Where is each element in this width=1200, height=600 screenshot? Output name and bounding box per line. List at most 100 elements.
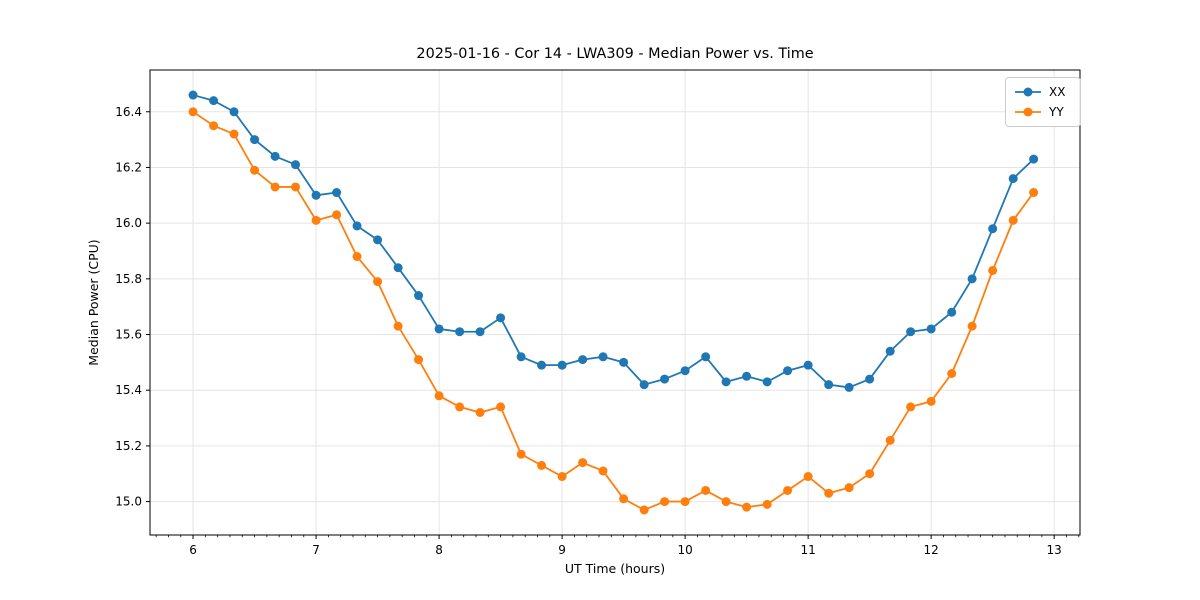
data-point-yy (516, 449, 526, 459)
data-point-yy (619, 494, 629, 504)
data-point-yy (578, 458, 588, 468)
x-tick-label: 9 (558, 543, 566, 557)
data-point-xx (619, 357, 629, 367)
data-point-yy (947, 369, 957, 379)
data-point-xx (947, 307, 957, 317)
data-point-xx (660, 374, 670, 384)
data-point-yy (209, 121, 219, 131)
data-point-yy (865, 469, 875, 479)
y-tick-label: 15.4 (115, 383, 142, 397)
plot-border (149, 69, 1081, 536)
data-point-yy (967, 321, 977, 331)
data-point-xx (824, 380, 834, 390)
x-tick-label: 13 (1047, 543, 1062, 557)
data-point-yy (311, 215, 321, 225)
y-tick-label: 16.2 (115, 160, 142, 174)
data-point-yy (1008, 215, 1018, 225)
data-point-yy (885, 435, 895, 445)
data-point-yy (926, 396, 936, 406)
data-point-xx (803, 360, 813, 370)
data-point-yy (373, 277, 383, 287)
data-point-xx (332, 188, 342, 198)
y-tick-label: 15.2 (115, 439, 142, 453)
data-point-xx (1008, 174, 1018, 184)
series-line-xx (192, 94, 1035, 389)
data-point-xx (250, 135, 260, 145)
x-tick-label: 12 (924, 543, 939, 557)
data-point-xx (188, 90, 198, 100)
data-point-xx (434, 324, 444, 334)
data-point-yy (906, 402, 916, 412)
data-point-yy (414, 355, 424, 365)
data-point-yy (270, 182, 280, 192)
series-line-yy (192, 111, 1035, 511)
x-tick-label: 8 (435, 543, 443, 557)
legend-label-yy: YY (1049, 105, 1064, 119)
data-point-yy (393, 321, 403, 331)
data-point-xx (496, 313, 506, 323)
data-point-xx (352, 221, 362, 231)
legend-item-xx: XX (1013, 82, 1073, 102)
gridlines (150, 70, 1080, 535)
data-point-yy (434, 391, 444, 401)
legend-label-xx: XX (1049, 85, 1066, 99)
data-point-yy (721, 497, 731, 507)
data-point-xx (1029, 154, 1039, 164)
y-axis-label: Median Power (CPU) (86, 239, 101, 365)
data-point-xx (926, 324, 936, 334)
x-tick-label: 7 (312, 543, 320, 557)
legend-line-marker-icon (1015, 87, 1041, 97)
data-point-xx (270, 151, 280, 161)
data-point-yy (455, 402, 465, 412)
x-axis-label: UT Time (hours) (565, 561, 665, 576)
x-tick-label: 10 (677, 543, 692, 557)
data-point-yy (701, 485, 711, 495)
data-point-yy (742, 502, 752, 512)
data-point-yy (1029, 188, 1039, 198)
data-point-xx (865, 374, 875, 384)
data-point-xx (209, 96, 219, 106)
data-point-yy (660, 497, 670, 507)
data-point-yy (475, 407, 485, 417)
axes: 6 7 8 9 10 11 12 13 15.0 15.2 15.4 15.6 15.8 16.0 16.2… (115, 69, 1081, 557)
chart-title: 2025-01-16 - Cor 14 - LWA309 - Median Po… (416, 46, 813, 62)
data-point-xx (578, 355, 588, 365)
data-point-yy (229, 129, 239, 139)
data-point-xx (516, 352, 526, 362)
legend-line-marker-icon (1015, 107, 1041, 117)
data-point-xx (598, 352, 608, 362)
data-point-xx (475, 327, 485, 337)
data-point-yy (188, 107, 198, 117)
data-point-xx (885, 346, 895, 356)
data-point-xx (557, 360, 567, 370)
data-point-yy (803, 472, 813, 482)
y-tick-label: 15.8 (115, 272, 142, 286)
data-point-yy (496, 402, 506, 412)
data-series (188, 90, 1039, 515)
y-tick-label: 16.0 (115, 216, 142, 230)
data-point-yy (598, 466, 608, 476)
data-point-xx (721, 377, 731, 387)
data-point-xx (844, 382, 854, 392)
data-point-xx (373, 235, 383, 245)
data-point-yy (783, 485, 793, 495)
x-tick-label: 6 (189, 543, 197, 557)
data-point-xx (988, 224, 998, 234)
data-point-xx (762, 377, 772, 387)
data-point-xx (701, 352, 711, 362)
data-point-yy (250, 165, 260, 175)
data-point-yy (537, 460, 547, 470)
data-point-yy (680, 497, 690, 507)
legend: XX YY (1005, 77, 1081, 127)
data-point-yy (824, 488, 834, 498)
data-point-yy (291, 182, 301, 192)
data-point-xx (639, 380, 649, 390)
data-point-yy (844, 483, 854, 493)
data-point-xx (906, 327, 916, 337)
data-point-xx (291, 160, 301, 170)
data-point-yy (352, 252, 362, 262)
data-point-xx (393, 263, 403, 273)
data-point-xx (742, 371, 752, 381)
y-tick-label: 15.6 (115, 328, 142, 342)
